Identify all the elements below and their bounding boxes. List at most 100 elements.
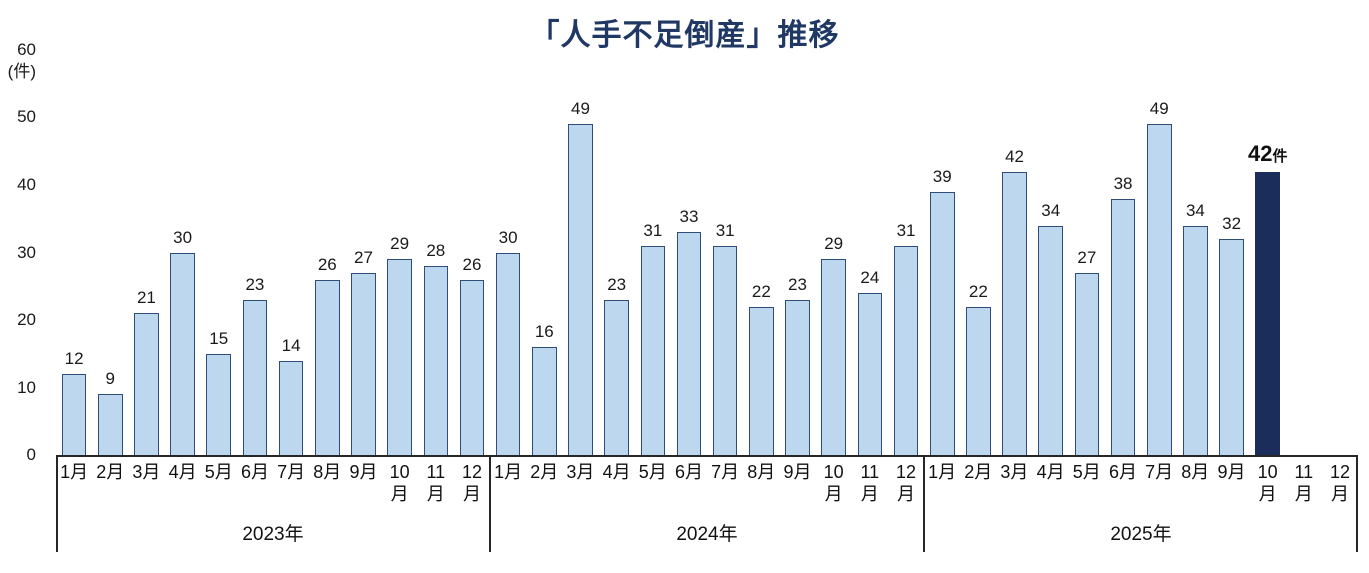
- bar-column: 42件: [1248, 50, 1288, 455]
- bar-value-label: 24: [860, 268, 880, 287]
- month-label: 5月: [1072, 462, 1101, 482]
- year-label: 2025年: [1110, 524, 1172, 545]
- month-label: 5月: [638, 462, 667, 482]
- month-label: 11 月: [426, 462, 446, 504]
- month-label: 7月: [711, 462, 740, 482]
- bar-column: 21: [128, 50, 164, 455]
- month-label: 3月: [566, 462, 595, 482]
- bar: [966, 306, 991, 455]
- y-tick-label: 0: [26, 445, 36, 464]
- bar: [170, 252, 195, 455]
- bar-value-label: 29: [390, 234, 410, 254]
- bar-value-label: 49: [571, 99, 590, 119]
- month-labels-row: 1月 2月 3月 4月 5月 6月 7月 8月 9月 10 月 11 月 12 月: [924, 457, 1358, 505]
- bar-column: 27: [345, 50, 381, 455]
- y-tick-label: 10: [17, 377, 36, 397]
- bar-column: 29: [382, 50, 418, 455]
- bar-column: 28: [418, 50, 454, 455]
- bar: [1038, 225, 1064, 455]
- bar: [821, 259, 846, 455]
- bar-value-label: 31: [896, 220, 916, 240]
- bar-column: 16: [526, 50, 562, 455]
- bar-column: 34: [1033, 50, 1069, 455]
- bar-value-label: 23: [788, 274, 807, 294]
- month-label: 8月: [747, 462, 776, 482]
- bar: [351, 272, 376, 455]
- bar-column: [1322, 50, 1358, 455]
- year-separator: [1356, 457, 1358, 552]
- bar-column: 32: [1214, 50, 1250, 455]
- month-label: 5月: [204, 462, 233, 482]
- bar: [134, 313, 159, 455]
- bar-column: 49: [1141, 50, 1177, 455]
- month-label: 1月: [60, 462, 89, 482]
- bar-value-label: 23: [245, 274, 265, 294]
- year-separator: [488, 457, 491, 552]
- bar-column: 14: [273, 50, 309, 455]
- bar: [568, 124, 593, 455]
- chart-title: 「人手不足倒産」推移: [529, 19, 840, 52]
- year-group: 1月 2月 3月 4月 5月 6月 7月 8月 9月 10 月 11 月 12 月 2024年: [490, 457, 924, 552]
- bar: [1146, 124, 1172, 455]
- bar-value-label: 23: [607, 274, 627, 294]
- year-separator: [56, 457, 58, 552]
- month-label: 3月: [132, 462, 161, 482]
- bar-column: 42: [996, 50, 1032, 455]
- month-label: 11 月: [860, 462, 880, 504]
- bar-value-label: 39: [932, 166, 952, 186]
- year-separator: [923, 457, 925, 552]
- bar-value-label: 29: [824, 234, 844, 254]
- month-label: 6月: [1108, 462, 1137, 482]
- bar-value-label: 49: [1149, 99, 1169, 119]
- y-tick-label: 60: [17, 40, 36, 59]
- year-group: 1月 2月 3月 4月 5月 6月 7月 8月 9月 10 月 11 月 12 月 2025年: [924, 457, 1358, 552]
- month-label: 6月: [674, 462, 703, 482]
- bar-column: 26: [454, 50, 490, 455]
- bar-value-label: 9: [105, 369, 115, 389]
- bar: [893, 245, 919, 455]
- bar: [604, 299, 629, 455]
- bar-column: 49: [562, 50, 598, 455]
- bar-column: 31: [707, 50, 743, 455]
- bar-value-label: 14: [281, 335, 301, 355]
- month-labels-row: 1月 2月 3月 4月 5月 6月 7月 8月 9月 10 月 11 月 12 月: [56, 457, 490, 505]
- bar: [206, 353, 232, 455]
- bar-value-label: 42: [1005, 146, 1025, 166]
- bar-column: 12: [56, 50, 92, 455]
- bar: [1219, 239, 1244, 455]
- month-label: 2月: [96, 462, 125, 482]
- bar-value-label: 26: [317, 254, 337, 274]
- highlight-bar: [1255, 171, 1281, 455]
- bar-column: 26: [309, 50, 345, 455]
- month-label: 12 月: [895, 462, 916, 504]
- bar: [97, 394, 123, 455]
- month-label: 7月: [277, 462, 306, 482]
- month-label: 1月: [928, 462, 957, 482]
- bar-column: 23: [779, 50, 815, 455]
- year-group: 1月 2月 3月 4月 5月 6月 7月 8月 9月 10 月 11 月 12 月 2023年: [56, 457, 490, 552]
- month-label: 1月: [494, 462, 523, 482]
- highlight-value-unit: 件: [1272, 147, 1288, 165]
- month-label: 9月: [1217, 462, 1246, 482]
- bar-value-label: 28: [426, 241, 446, 260]
- bar: [929, 191, 955, 455]
- year-label: 2023年: [242, 524, 304, 545]
- bar-column: 15: [201, 50, 237, 455]
- bar-column: 22: [960, 50, 996, 455]
- bar-column: 34: [1177, 50, 1213, 455]
- y-tick-label: 40: [17, 174, 36, 194]
- bar: [676, 232, 702, 455]
- bar: [749, 306, 774, 455]
- bar: [1183, 225, 1208, 455]
- bar: [640, 245, 666, 455]
- bar-value-label: 32: [1222, 214, 1242, 234]
- year-groups: 1月 2月 3月 4月 5月 6月 7月 8月 9月 10 月 11 月 12 月 2023年 1月 2月 3月 4月…: [56, 457, 1358, 552]
- month-label: 8月: [1181, 462, 1210, 482]
- month-label: 12 月: [1329, 462, 1350, 504]
- bar-value-label: 21: [136, 288, 156, 308]
- bar-value-label: 34: [1185, 200, 1205, 220]
- bar-value-label: 27: [353, 247, 373, 267]
- month-label: 4月: [1036, 462, 1065, 482]
- bar: [242, 299, 268, 455]
